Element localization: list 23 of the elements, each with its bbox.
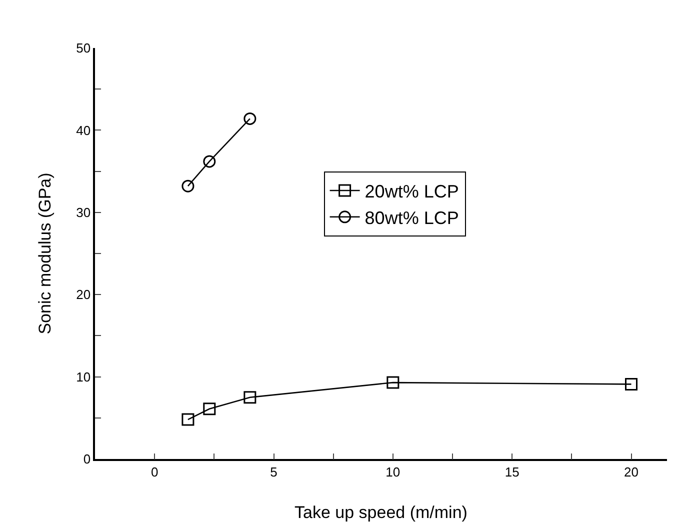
y-tick-label: 10 xyxy=(76,369,91,384)
x-axis-title: Take up speed (m/min) xyxy=(294,503,468,522)
y-tick-label: 50 xyxy=(76,40,91,56)
x-tick-label: 15 xyxy=(504,464,520,480)
y-tick-label: 30 xyxy=(76,204,91,220)
point xyxy=(203,402,216,416)
x-tick-label: 0 xyxy=(150,464,158,480)
x-tick-label: 20 xyxy=(624,464,638,480)
x-tick-label: 10 xyxy=(386,464,400,480)
x-tick-label: 5 xyxy=(270,464,278,480)
y-tick-label: 20 xyxy=(76,287,91,302)
legend-label: 20wt% LCP xyxy=(364,182,459,202)
point xyxy=(203,155,216,168)
point xyxy=(625,378,638,390)
point xyxy=(244,112,256,125)
point xyxy=(386,376,400,389)
y-tick-label: 0 xyxy=(83,452,91,467)
point xyxy=(244,391,256,404)
y-axis-title: Sonic modulus (GPa) xyxy=(36,172,54,334)
y-tick-label: 40 xyxy=(76,122,91,138)
point xyxy=(182,180,194,192)
legend-label: 80wt% LCP xyxy=(364,208,459,228)
point xyxy=(182,413,194,426)
